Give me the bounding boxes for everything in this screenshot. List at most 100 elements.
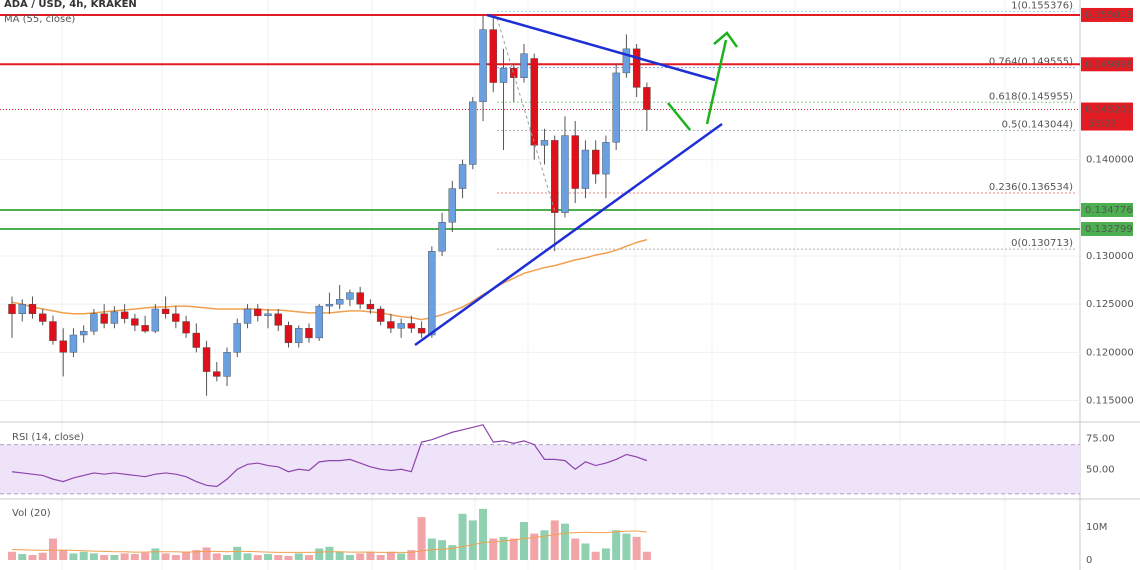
rsi-tick-label: 50.00 [1086, 464, 1115, 475]
volume-bar [356, 553, 365, 560]
volume-bar [110, 555, 119, 560]
fib-label: 0.236(0.136534) [989, 182, 1073, 193]
volume-bar [560, 523, 569, 560]
candle-body [182, 321, 190, 334]
candle-body [366, 303, 375, 310]
volume-bar [192, 550, 201, 560]
volume-bar [223, 555, 232, 560]
y-tick-label: 0.125000 [1086, 299, 1134, 310]
candle-body [18, 303, 26, 315]
volume-bar [386, 551, 395, 560]
candle-body [591, 149, 600, 175]
volume-bar [59, 550, 68, 560]
volume-bar [141, 552, 150, 560]
candle-body [8, 303, 16, 315]
candle-body [602, 142, 610, 175]
volume-bar [202, 547, 211, 560]
candle-body [233, 323, 241, 353]
volume-bar [8, 551, 16, 560]
volume-bar [130, 554, 139, 560]
candle-body [448, 188, 457, 223]
candle-body [69, 334, 78, 353]
y-tick-label: 0.115000 [1086, 396, 1134, 407]
volume-bar [335, 551, 344, 560]
candle-body [612, 72, 620, 143]
candle-body [551, 140, 559, 213]
candle-body [438, 222, 446, 252]
candle-body [530, 58, 538, 146]
volume-bar [468, 520, 477, 560]
volume-bar [233, 546, 242, 560]
candle-body [192, 332, 201, 348]
y-tick-label: 0.140000 [1086, 155, 1134, 166]
candle-body [643, 87, 651, 110]
candle-body [571, 135, 579, 189]
level-tag [1081, 57, 1133, 72]
fib-guide [496, 17, 556, 213]
drawings [414, 13, 739, 347]
candle-body [161, 308, 170, 315]
candle-body [151, 308, 160, 332]
candle-body [100, 313, 108, 324]
volume-bar [581, 543, 590, 560]
volume-tick-label: 0 [1086, 555, 1092, 566]
candle-body [172, 313, 180, 322]
fib-label: 0.5(0.143044) [1002, 119, 1074, 130]
volume-bar [520, 522, 528, 560]
volume-bar [448, 545, 457, 560]
volume-bar [550, 520, 559, 560]
volume-bar [642, 551, 651, 560]
volume-bar [376, 555, 385, 560]
candle-body [458, 164, 467, 189]
candle-body [428, 250, 436, 336]
candle-body [59, 340, 67, 353]
current-price-label: 0.145201 [1085, 105, 1133, 116]
trendline [486, 13, 716, 82]
candle-body [120, 311, 129, 319]
volume-bar [151, 548, 160, 560]
volume-tick-label: 10M [1086, 522, 1107, 533]
volume-bar [530, 533, 539, 560]
level-label: 0.149898 [1085, 59, 1133, 70]
candle-body [315, 305, 323, 339]
candle-body [141, 325, 149, 332]
candle-body [223, 352, 231, 377]
candle-body [325, 303, 334, 307]
fib-label: 0.764(0.149555) [989, 57, 1073, 68]
volume-bar [601, 548, 610, 560]
volume-bar [397, 553, 406, 560]
candle-body [79, 330, 88, 336]
candle-body [264, 313, 272, 316]
volume-bar [612, 530, 621, 560]
candle-body [387, 321, 395, 329]
volume-bar [274, 555, 283, 560]
candle-body [581, 149, 590, 189]
volume-bar [509, 538, 518, 560]
volume-bar [315, 548, 324, 560]
candle-body [469, 101, 477, 165]
volume-bar [161, 553, 170, 560]
rsi-tick-label: 75.00 [1086, 433, 1115, 444]
volume-bar [89, 553, 98, 560]
volume-bar [100, 555, 109, 560]
candle-body [520, 53, 528, 78]
volume-bar [591, 551, 600, 560]
volume-bar [212, 553, 221, 560]
candle-body [28, 303, 37, 315]
volume-bar [489, 538, 498, 560]
level-label: 0.134776 [1085, 205, 1133, 216]
candle-body [274, 313, 282, 326]
level-tag [1081, 222, 1133, 237]
candle-body [305, 328, 313, 339]
fib-label: 0.618(0.145955) [989, 91, 1073, 102]
volume-bar [540, 530, 549, 560]
arrow-head [713, 31, 739, 48]
candle-body [90, 313, 98, 332]
volume-bar [417, 517, 426, 560]
chart-title: ADA / USD, 4h, KRAKEN [4, 0, 137, 10]
candle-body [39, 313, 47, 322]
candle-body [110, 311, 119, 324]
candle-body [510, 67, 518, 78]
